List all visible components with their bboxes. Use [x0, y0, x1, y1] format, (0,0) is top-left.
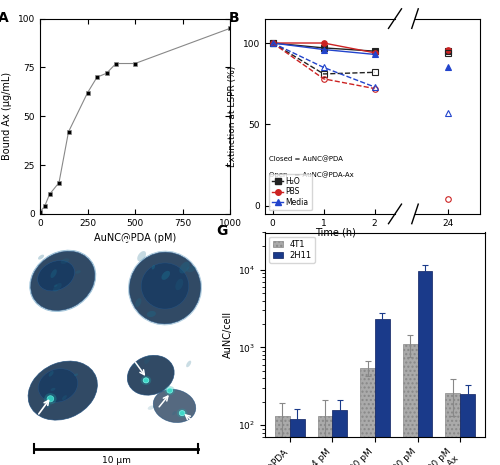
Ellipse shape — [167, 388, 172, 393]
Text: F: F — [122, 343, 131, 357]
Bar — [360, 367, 375, 465]
Legend: H₂O, PBS, Media: H₂O, PBS, Media — [269, 174, 312, 210]
Text: Open   = AuNC@PDA-Ax: Open = AuNC@PDA-Ax — [269, 171, 353, 178]
Ellipse shape — [62, 395, 67, 400]
Bar — [275, 416, 290, 465]
Ellipse shape — [130, 252, 200, 324]
Ellipse shape — [162, 271, 170, 280]
Ellipse shape — [143, 378, 149, 383]
Ellipse shape — [50, 269, 57, 278]
Text: G: G — [216, 224, 228, 239]
Ellipse shape — [180, 411, 185, 416]
Text: Time (h): Time (h) — [314, 228, 356, 238]
Ellipse shape — [50, 388, 56, 391]
Bar — [402, 344, 417, 465]
Ellipse shape — [141, 376, 151, 385]
Ellipse shape — [137, 251, 146, 261]
Ellipse shape — [44, 393, 56, 405]
Text: 10 μm: 10 μm — [102, 456, 130, 465]
Ellipse shape — [142, 263, 189, 309]
Legend: 4T1, 2H11: 4T1, 2H11 — [269, 237, 314, 263]
Ellipse shape — [152, 265, 155, 270]
Ellipse shape — [186, 361, 191, 367]
Y-axis label: Bound Ax (μg/mL): Bound Ax (μg/mL) — [2, 72, 12, 160]
Ellipse shape — [48, 371, 54, 377]
Ellipse shape — [172, 411, 176, 415]
Bar — [318, 416, 332, 465]
Bar — [418, 271, 432, 465]
Ellipse shape — [177, 408, 188, 418]
Text: D: D — [122, 238, 133, 252]
Ellipse shape — [54, 285, 58, 287]
Ellipse shape — [38, 260, 74, 291]
Ellipse shape — [148, 405, 154, 410]
Bar — [445, 393, 460, 465]
Y-axis label: Extinction at LSPR (%): Extinction at LSPR (%) — [228, 66, 237, 167]
Ellipse shape — [146, 311, 156, 317]
Ellipse shape — [47, 405, 50, 408]
Ellipse shape — [164, 386, 175, 395]
Ellipse shape — [47, 396, 54, 402]
Ellipse shape — [60, 258, 69, 264]
Ellipse shape — [38, 255, 44, 259]
Text: A: A — [0, 11, 9, 25]
Ellipse shape — [144, 355, 150, 364]
Y-axis label: AuNC/cell: AuNC/cell — [222, 311, 232, 359]
Bar — [375, 319, 390, 465]
Ellipse shape — [180, 262, 190, 273]
Ellipse shape — [74, 373, 78, 376]
Ellipse shape — [135, 298, 141, 307]
Ellipse shape — [76, 270, 81, 274]
Text: Closed = AuNC@PDA: Closed = AuNC@PDA — [269, 155, 343, 162]
X-axis label: AuNC@PDA (pM): AuNC@PDA (pM) — [94, 233, 176, 243]
Text: C: C — [24, 238, 34, 252]
Ellipse shape — [128, 355, 174, 395]
Ellipse shape — [186, 266, 196, 272]
Ellipse shape — [176, 279, 183, 290]
Bar — [290, 419, 305, 465]
Ellipse shape — [38, 369, 78, 402]
Bar — [332, 410, 347, 465]
Ellipse shape — [28, 361, 98, 420]
Text: B: B — [228, 11, 239, 25]
Ellipse shape — [53, 283, 62, 292]
Bar — [460, 394, 475, 465]
Ellipse shape — [154, 389, 196, 423]
Text: E: E — [24, 343, 34, 357]
Ellipse shape — [134, 363, 140, 367]
Ellipse shape — [30, 251, 95, 311]
